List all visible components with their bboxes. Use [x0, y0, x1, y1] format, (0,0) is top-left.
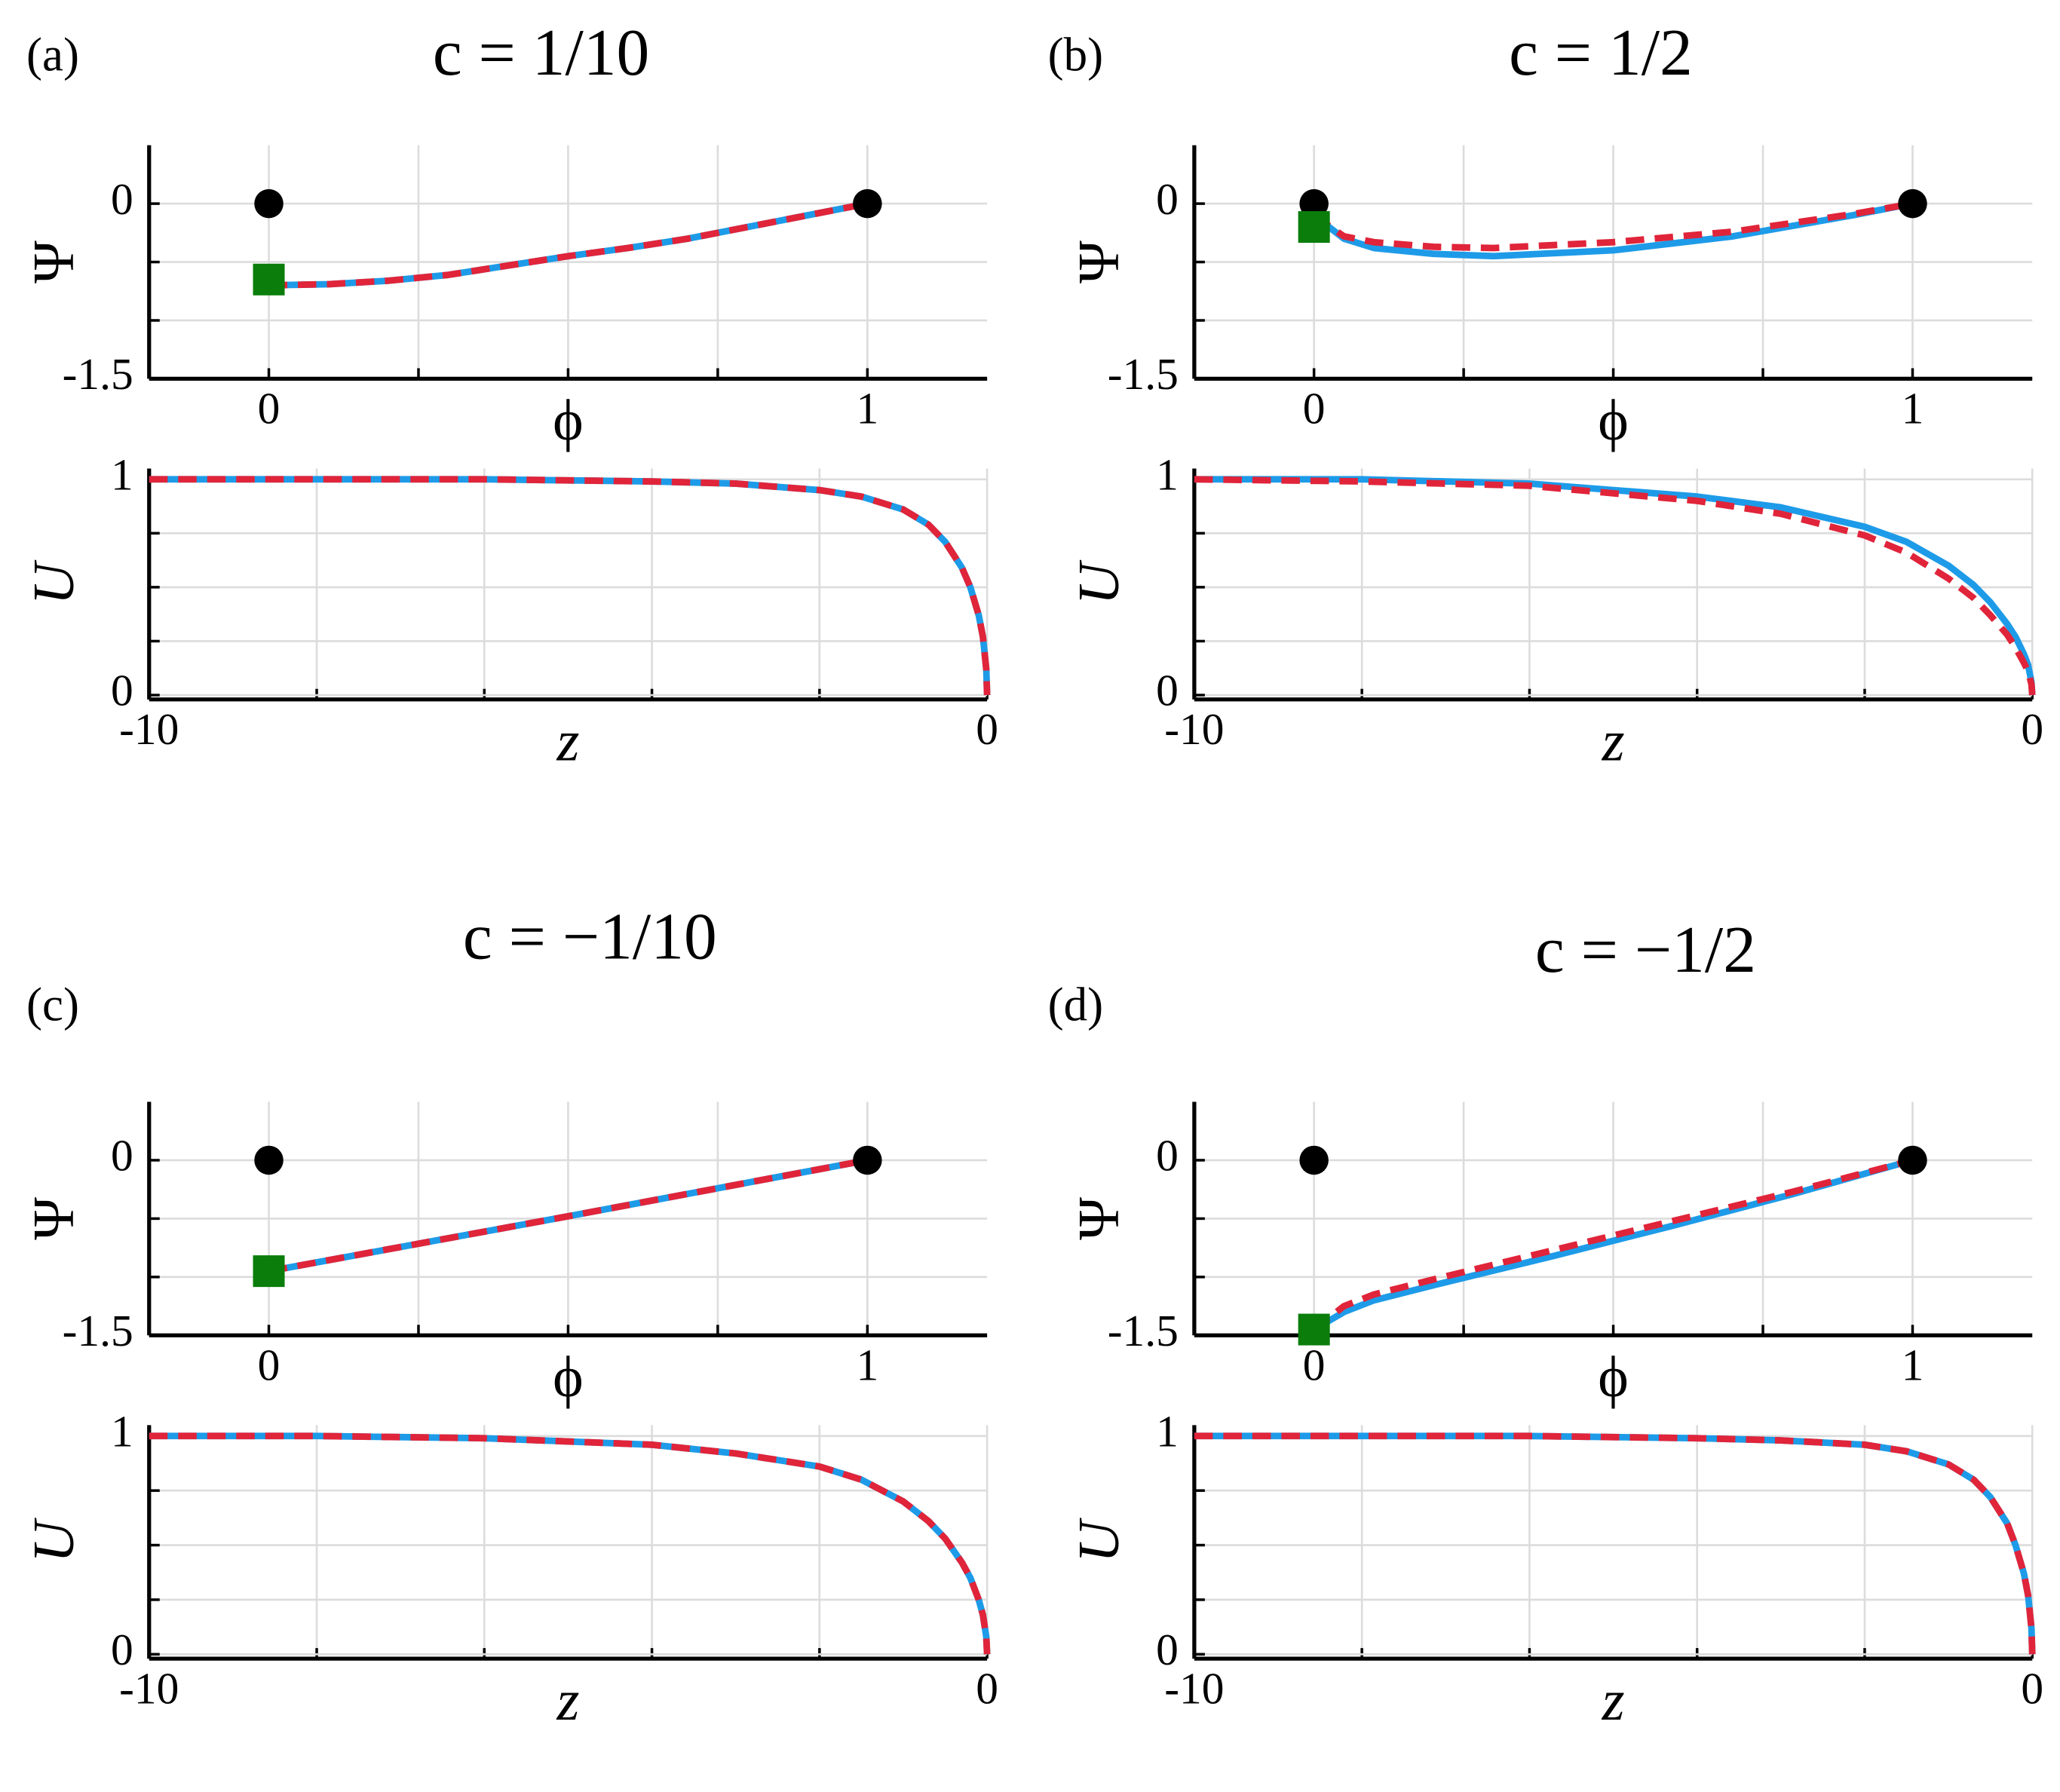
dashed-line	[1194, 476, 2036, 696]
y-tick-label: 0	[1156, 666, 1179, 715]
y-tick-label: 0	[111, 174, 133, 224]
square-marker	[1298, 211, 1330, 244]
x-axis-label: z	[556, 1668, 579, 1732]
dashed-line	[268, 1156, 869, 1275]
y-axis-label: Ψ	[1066, 1197, 1131, 1240]
square-marker	[253, 1255, 285, 1288]
x-tick-label: 0	[2021, 1663, 2043, 1713]
y-tick-label: 0	[1156, 1131, 1179, 1181]
circle-marker	[1299, 1145, 1329, 1175]
y-axis-label: U	[20, 559, 85, 605]
y-axis-label: Ψ	[1066, 240, 1131, 283]
x-tick-label: 0	[2021, 704, 2043, 754]
square-marker	[1298, 1313, 1330, 1346]
chart-title: c = 1/2	[1509, 16, 1693, 89]
x-tick-label: 0	[258, 1340, 280, 1389]
y-axis-label: U	[1066, 559, 1131, 605]
dashed-line	[1312, 200, 1914, 252]
dashed-line	[1311, 1156, 1914, 1333]
dashed-line	[268, 200, 869, 289]
x-tick-label: 1	[856, 384, 878, 433]
y-axis-label: Ψ	[20, 240, 85, 283]
chart-title: c = 1/10	[433, 16, 650, 89]
panel-label: (b)	[1048, 28, 1103, 81]
x-tick-label: -10	[119, 704, 179, 754]
circle-marker	[853, 1145, 882, 1175]
dashed-line	[149, 1432, 991, 1655]
y-tick-label: 1	[111, 449, 133, 499]
x-axis-label: z	[1602, 1668, 1625, 1732]
x-axis-label: ϕ	[1598, 1344, 1629, 1409]
chart-title: c = −1/10	[463, 900, 717, 973]
y-tick-label: 1	[1156, 1406, 1179, 1456]
x-axis-label: ϕ	[1598, 388, 1629, 452]
y-tick-label: 0	[111, 1625, 133, 1674]
dashed-line	[1194, 1432, 2036, 1655]
dashed-line	[149, 476, 991, 696]
y-tick-label: 0	[1156, 174, 1179, 224]
x-tick-label: 1	[1902, 1340, 1924, 1389]
y-axis-label: U	[1066, 1518, 1131, 1563]
x-tick-label: -10	[119, 1663, 179, 1713]
circle-marker	[1299, 188, 1329, 219]
x-tick-label: -10	[1164, 1663, 1224, 1713]
circle-marker	[1898, 188, 1927, 219]
x-tick-label: 0	[1303, 384, 1326, 433]
y-tick-label: 0	[1156, 1625, 1179, 1674]
chart-title: c = −1/2	[1535, 913, 1756, 986]
x-axis-label: z	[1602, 708, 1625, 773]
x-tick-label: 1	[856, 1340, 878, 1389]
panel-label: (d)	[1048, 978, 1103, 1031]
x-tick-label: -10	[1164, 704, 1224, 754]
x-tick-label: 0	[976, 1663, 998, 1713]
y-tick-label: -1.5	[1108, 349, 1179, 399]
circle-marker	[1898, 1145, 1927, 1175]
circle-marker	[254, 1145, 284, 1175]
panel-label: (c)	[26, 978, 79, 1031]
x-tick-label: 0	[1303, 1340, 1326, 1389]
y-tick-label: -1.5	[63, 349, 133, 399]
y-tick-label: 0	[111, 1131, 133, 1181]
y-axis-label: U	[20, 1518, 85, 1563]
x-axis-label: ϕ	[553, 1344, 584, 1409]
y-tick-label: -1.5	[1108, 1306, 1179, 1355]
x-axis-label: ϕ	[553, 388, 584, 452]
x-tick-label: 0	[976, 704, 998, 754]
y-tick-label: 0	[111, 666, 133, 715]
circle-marker	[853, 188, 882, 219]
circle-marker	[254, 188, 284, 219]
square-marker	[253, 263, 285, 296]
y-tick-label: -1.5	[63, 1306, 133, 1355]
x-axis-label: z	[556, 708, 579, 773]
y-tick-label: 1	[1156, 449, 1179, 499]
x-tick-label: 0	[258, 384, 280, 433]
panel-label: (a)	[26, 28, 79, 81]
y-tick-label: 1	[111, 1406, 133, 1456]
y-axis-label: Ψ	[20, 1197, 85, 1240]
x-tick-label: 1	[1902, 384, 1924, 433]
